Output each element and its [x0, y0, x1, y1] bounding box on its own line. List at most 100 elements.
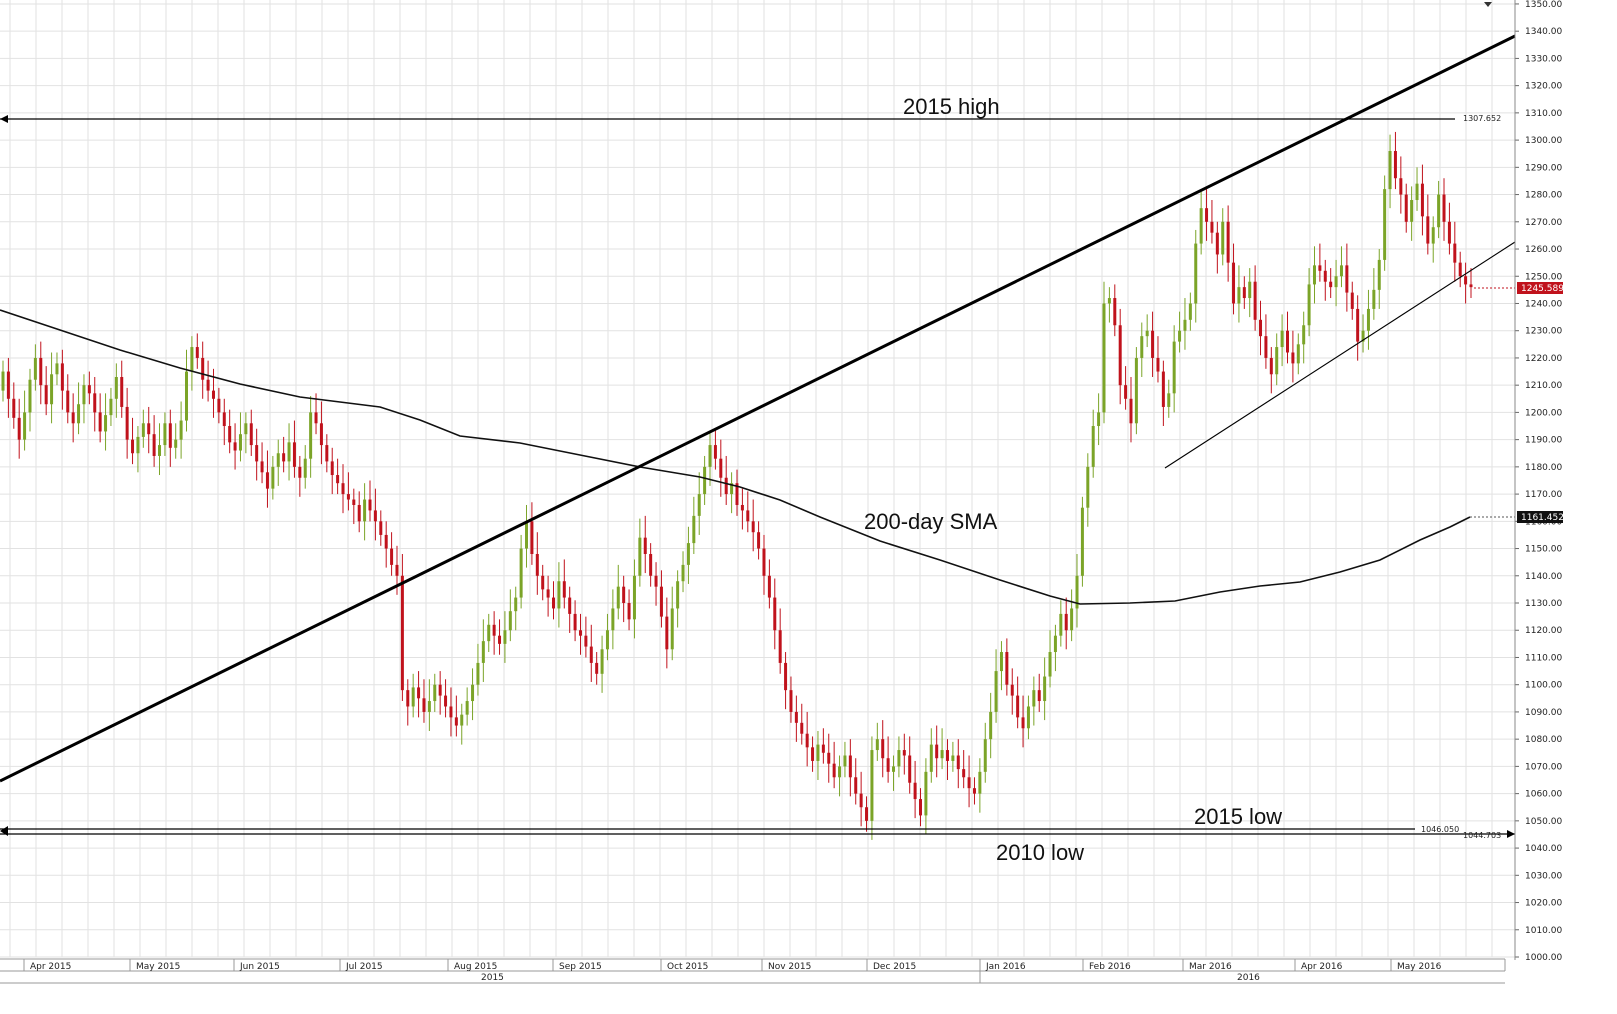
y-tick-label: 1240.00 — [1525, 299, 1562, 309]
candle-body — [1388, 150, 1392, 190]
candle-body — [843, 755, 847, 767]
month-label: Feb 2016 — [1089, 962, 1131, 972]
candle-body — [865, 807, 869, 821]
candle-body — [665, 616, 669, 650]
candle-body — [23, 412, 27, 440]
candle-body — [28, 379, 32, 413]
candle-body — [1329, 281, 1333, 288]
candle-body — [503, 630, 507, 644]
y-tick-label: 1200.00 — [1525, 408, 1562, 418]
sma-200-line — [0, 309, 1471, 605]
candle-body — [854, 777, 858, 794]
candle-body — [1248, 281, 1252, 299]
candle-body — [654, 575, 658, 587]
candle-body — [449, 706, 453, 718]
candle-body — [724, 477, 728, 495]
y-tick-label: 1110.00 — [1525, 653, 1562, 663]
sma-value-tag: 1161.452 — [1521, 513, 1564, 523]
candle-body — [211, 390, 215, 399]
candle-body — [859, 793, 863, 808]
candle-body — [206, 379, 210, 391]
candle-body — [282, 453, 286, 462]
grid — [0, 0, 1515, 958]
candle-body — [605, 630, 609, 650]
candle-body — [384, 534, 388, 549]
candle-body — [298, 466, 302, 478]
candle-body — [271, 466, 275, 489]
candle-body — [1420, 183, 1424, 217]
month-label: Apr 2015 — [30, 962, 71, 972]
candle-body — [292, 442, 296, 467]
candle-body — [659, 586, 663, 617]
candle-body — [945, 750, 949, 761]
candle-body — [1070, 608, 1074, 631]
candle-body — [1372, 289, 1376, 309]
candle-body — [17, 417, 21, 440]
candle-body — [1064, 613, 1068, 631]
candle-body — [719, 458, 723, 478]
candle-body — [1226, 221, 1230, 263]
candle-body — [1345, 265, 1349, 293]
candle-body — [1091, 426, 1095, 467]
y-tick-label: 1250.00 — [1525, 272, 1562, 282]
candle-body — [1167, 393, 1171, 407]
candle-body — [1426, 216, 1430, 244]
candle-body — [622, 586, 626, 604]
candle-body — [1339, 265, 1343, 277]
candle-body — [908, 755, 912, 783]
candle-body — [784, 662, 788, 691]
candle-body — [163, 423, 167, 446]
candle-body — [848, 755, 852, 778]
candle-body — [676, 581, 680, 609]
candle-body — [233, 442, 237, 451]
candle-body — [816, 744, 820, 761]
candle-body — [1431, 227, 1435, 244]
candle-body — [1350, 292, 1354, 309]
support-trendline — [1164, 241, 1516, 469]
candle-body — [471, 684, 475, 702]
month-label: Jun 2015 — [239, 962, 280, 972]
y-tick-label: 1260.00 — [1525, 245, 1562, 255]
candle-body — [39, 357, 43, 386]
candle-body — [98, 412, 102, 432]
candle-body — [686, 543, 690, 565]
candle-body — [508, 611, 512, 631]
y-tick-label: 1080.00 — [1525, 735, 1562, 745]
candle-body — [1323, 270, 1327, 282]
candle-body — [379, 521, 383, 535]
candle-body — [1178, 330, 1182, 342]
y-tick-label: 1120.00 — [1525, 626, 1562, 636]
candle-body — [573, 613, 577, 631]
candle-body — [730, 483, 734, 495]
candle-body — [444, 695, 448, 707]
candle-body — [1005, 652, 1009, 685]
y-tick-label: 1010.00 — [1525, 926, 1562, 936]
candle-body — [1399, 178, 1403, 195]
candle-body — [487, 624, 491, 642]
candle-body — [1259, 319, 1263, 337]
y-tick-label: 1070.00 — [1525, 762, 1562, 772]
candle-body — [600, 649, 604, 674]
year-label: 2015 — [481, 973, 504, 983]
y-tick-label: 1100.00 — [1525, 681, 1562, 691]
month-label: Aug 2015 — [454, 962, 497, 972]
candle-body — [794, 711, 798, 723]
trend-lines — [0, 34, 1516, 838]
candle-body — [93, 393, 97, 413]
candle-body — [346, 494, 350, 500]
candle-body — [109, 398, 113, 416]
candle-body — [832, 763, 836, 778]
candle-body — [514, 597, 518, 612]
candle-body — [60, 363, 64, 391]
candle-body — [114, 377, 118, 399]
candle-body — [541, 575, 545, 590]
y-tick-label: 1040.00 — [1525, 844, 1562, 854]
candle-body — [1393, 150, 1397, 179]
candle-body — [336, 475, 340, 484]
candle-body — [800, 722, 804, 734]
candle-body — [1032, 690, 1036, 707]
candle-body — [373, 510, 377, 522]
label-200-day-sma: 200-day SMA — [864, 509, 998, 534]
value-2015-high: 1307.652 — [1463, 114, 1501, 123]
candle-body — [168, 423, 172, 448]
